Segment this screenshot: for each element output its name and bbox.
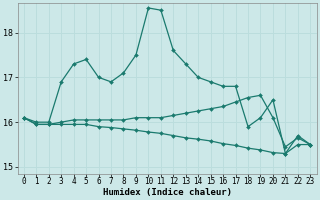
X-axis label: Humidex (Indice chaleur): Humidex (Indice chaleur) [103,188,232,197]
